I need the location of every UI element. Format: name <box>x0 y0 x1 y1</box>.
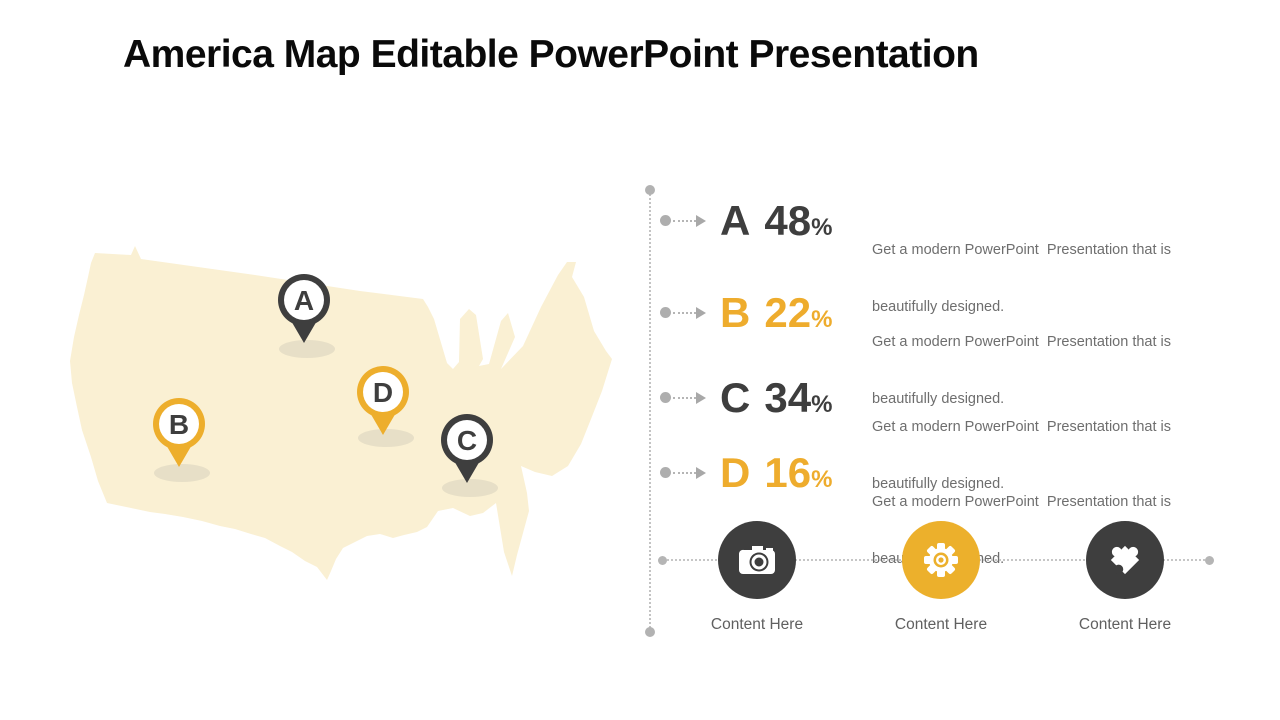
arrow-line-a <box>673 220 696 222</box>
slide-title: America Map Editable PowerPoint Presenta… <box>123 33 979 76</box>
stat-d-desc-line1: Get a modern PowerPoint Presentation tha… <box>872 494 1172 510</box>
stat-a-value: 48 <box>764 197 812 244</box>
pin-b-shadow <box>154 464 210 482</box>
map-pin-d-label: D <box>373 377 393 408</box>
content-label-3: Content Here <box>1078 616 1172 633</box>
stat-d-unit: % <box>811 466 833 493</box>
map-pin-a-label: A <box>294 285 314 316</box>
map-pin-d: D <box>357 366 409 435</box>
stat-a-unit: % <box>811 214 833 241</box>
stat-b-desc-line2: beautifully designed. <box>872 391 1005 407</box>
h-line-right-dot <box>1205 556 1214 565</box>
stat-d-value: 16 <box>764 449 812 496</box>
arrow-line-b <box>673 312 696 314</box>
spine-top-dot <box>645 185 655 195</box>
pin-d-shadow <box>358 429 414 447</box>
stat-c-unit: % <box>811 391 833 418</box>
stat-b-description: Get a modern PowerPoint Presentation tha… <box>872 295 1217 447</box>
usa-map-shape <box>70 246 612 580</box>
usa-map-svg: A B D C <box>70 246 612 580</box>
arrow-dot-b <box>660 307 671 318</box>
pin-a-shadow <box>279 340 335 358</box>
arrow-head-b <box>696 307 706 319</box>
arrow-dot-a <box>660 215 671 226</box>
stat-c-value: 34 <box>764 374 812 421</box>
content-circle-camera <box>718 521 796 599</box>
stat-a-description: Get a modern PowerPoint Presentation tha… <box>872 203 1217 355</box>
content-circle-puzzle <box>1086 521 1164 599</box>
stat-a: A 48% <box>720 193 832 249</box>
stat-d: D 16% <box>720 445 832 501</box>
map-pin-c-label: C <box>457 425 477 456</box>
arrow-head-d <box>696 467 706 479</box>
map-pin-a: A <box>278 274 330 343</box>
vertical-dotted-line <box>649 190 651 632</box>
map-pin-b-label: B <box>169 409 189 440</box>
content-label-2: Content Here <box>894 616 988 633</box>
map-pin-b: B <box>153 398 205 467</box>
usa-map: A B D C <box>55 245 615 580</box>
stat-a-label: A <box>720 197 751 244</box>
h-line-left-dot <box>658 556 667 565</box>
arrow-line-d <box>673 472 696 474</box>
spine-bottom-dot <box>645 627 655 637</box>
stat-b-desc-line1: Get a modern PowerPoint Presentation tha… <box>872 334 1172 350</box>
content-circle-gear <box>902 521 980 599</box>
stat-c-desc-line2: beautifully designed. <box>872 476 1005 492</box>
gear-icon <box>924 543 958 577</box>
camera-icon <box>738 546 775 574</box>
stat-c-desc-line1: Get a modern PowerPoint Presentation tha… <box>872 419 1172 435</box>
stat-a-desc-line1: Get a modern PowerPoint Presentation tha… <box>872 242 1172 258</box>
arrow-head-c <box>696 392 706 404</box>
stat-c-label: C <box>720 374 751 421</box>
arrow-line-c <box>673 397 696 399</box>
stat-c: C 34% <box>720 370 832 426</box>
puzzle-icon <box>1110 545 1140 575</box>
stat-b-label: B <box>720 289 751 336</box>
stat-a-desc-line2: beautifully designed. <box>872 299 1005 315</box>
arrow-dot-d <box>660 467 671 478</box>
map-pin-c: C <box>441 414 493 483</box>
stat-c-description: Get a modern PowerPoint Presentation tha… <box>872 380 1217 532</box>
stat-b: B 22% <box>720 285 832 341</box>
stat-b-unit: % <box>811 306 833 333</box>
content-label-1: Content Here <box>710 616 804 633</box>
pin-c-shadow <box>442 479 498 497</box>
stat-b-value: 22 <box>764 289 812 336</box>
arrow-dot-c <box>660 392 671 403</box>
arrow-head-a <box>696 215 706 227</box>
stat-d-label: D <box>720 449 751 496</box>
